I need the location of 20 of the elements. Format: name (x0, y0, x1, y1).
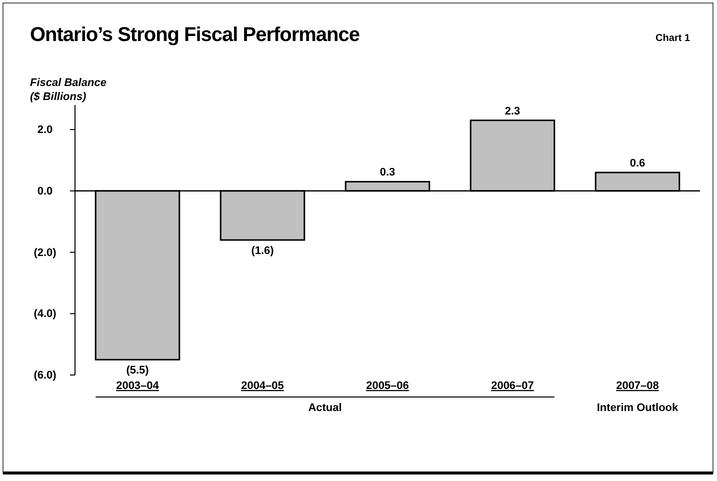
chart-title: Ontario’s Strong Fiscal Performance (30, 24, 360, 46)
caption: Chart 1 (656, 33, 690, 44)
x-tick-label: 2004–05 (241, 380, 284, 392)
y-tick-label: (2.0) (34, 246, 57, 259)
data-label: (5.5) (126, 364, 150, 377)
y-tick-label: 0.0 (37, 185, 53, 198)
data-label: 0.6 (630, 158, 646, 170)
y-axis-title: Fiscal Balance ($ Billions) (30, 77, 106, 103)
data-label: 0.3 (380, 166, 396, 179)
data-label: 2.3 (504, 105, 520, 118)
x-tick-label: 2006–07 (491, 380, 534, 392)
x-tick-label: 2003–04 (116, 380, 160, 392)
x-tick-label: 2005–06 (366, 380, 409, 392)
x-tick-label: 2007–08 (616, 380, 659, 392)
text: Actual (308, 402, 342, 414)
y-tick-label: 2.0 (37, 124, 53, 136)
text: Interim Outlook (596, 402, 680, 414)
data-label: (1.6) (251, 245, 274, 257)
y-tick-label: (4.0) (34, 308, 57, 320)
y-tick-label: (6.0) (34, 370, 57, 382)
